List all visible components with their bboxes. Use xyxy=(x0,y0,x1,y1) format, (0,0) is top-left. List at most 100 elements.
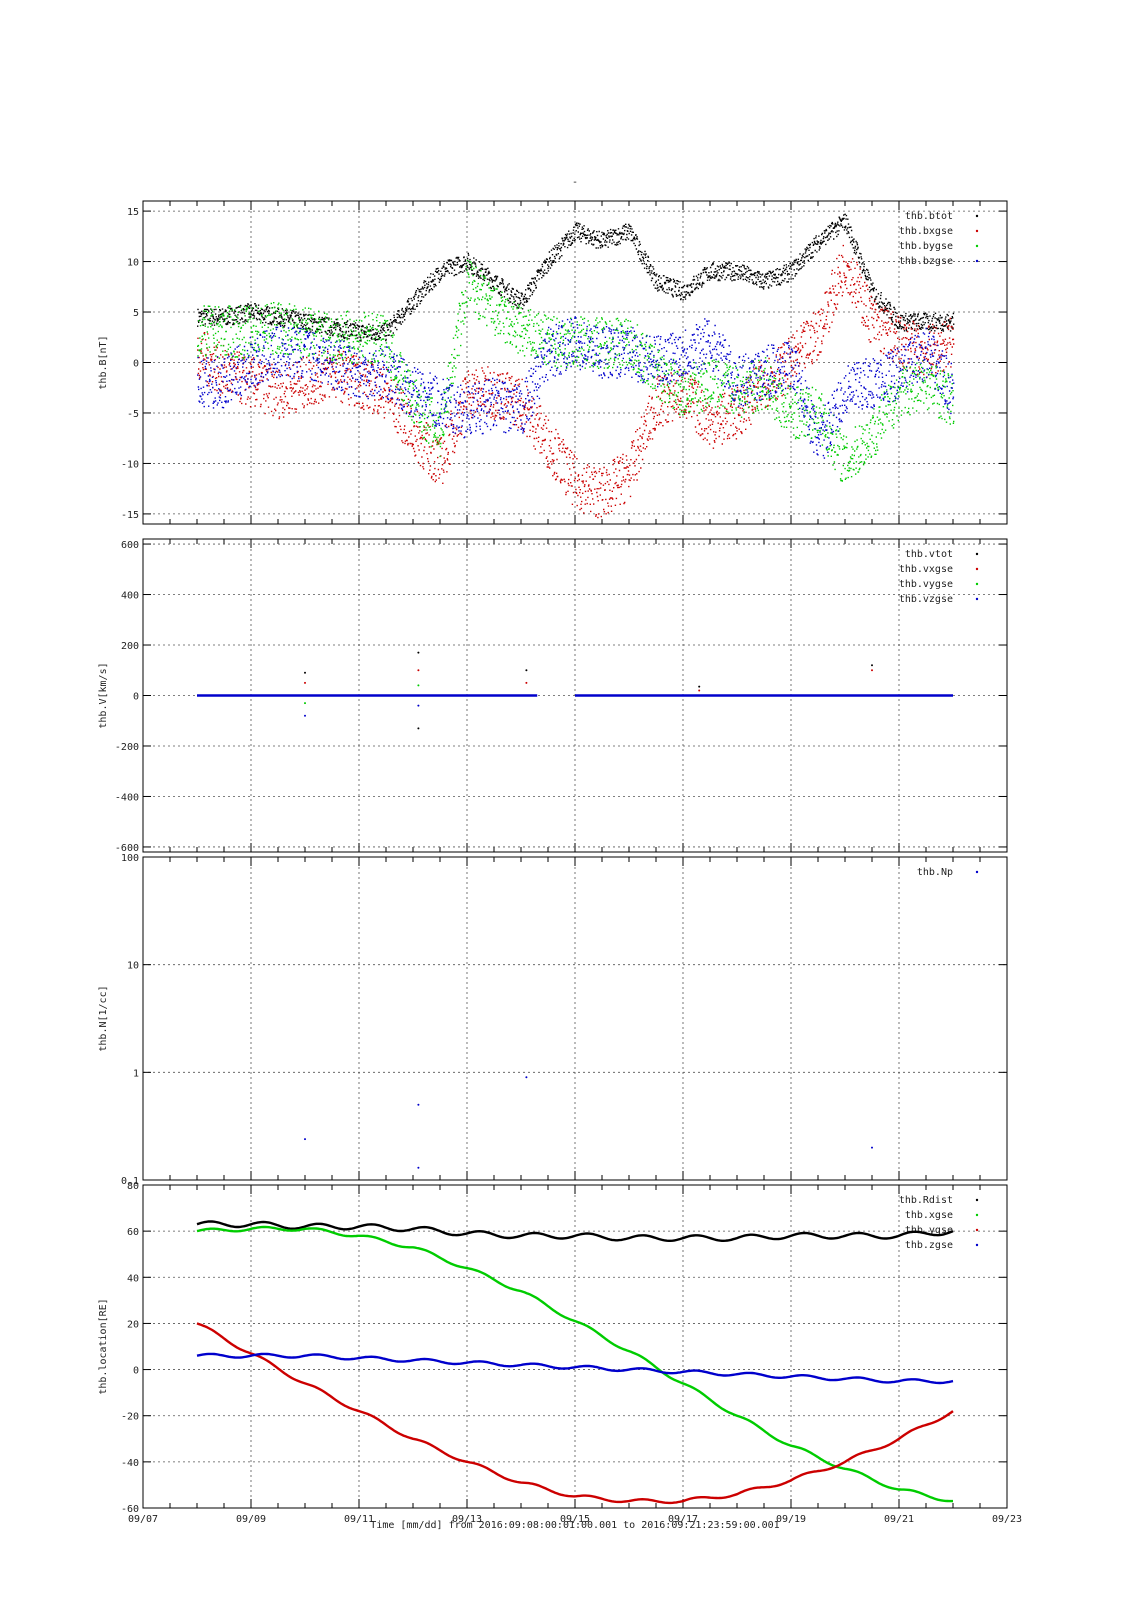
legend-label: thb.bzgse xyxy=(899,256,953,267)
plot-area xyxy=(197,213,955,519)
legend-label: thb.bxgse xyxy=(899,226,953,237)
velocity-point xyxy=(304,671,306,674)
figure-title: - xyxy=(572,177,578,188)
panel-2: -600 -400 -200 0 200 400 600 thb.V[km/s] thb.vto… xyxy=(98,538,1008,854)
x-tick-label: 09/23 xyxy=(992,1514,1022,1525)
legend-label: thb.vxgse xyxy=(899,564,953,575)
panel-3: 0.1 1 10 100 thb.N[1/cc] thb.Np xyxy=(98,853,1008,1187)
velocity-point xyxy=(417,727,420,730)
y-tick-label: -20 xyxy=(121,1412,139,1423)
legend-label: thb.Np xyxy=(917,867,953,878)
velocity-point xyxy=(417,669,420,672)
y-tick-label: 10 xyxy=(127,258,139,269)
density-point xyxy=(525,1076,528,1079)
y-tick-label: -400 xyxy=(115,792,139,803)
y-tick-label: 0 xyxy=(133,1366,139,1377)
velocity-point xyxy=(417,684,420,687)
velocity-point xyxy=(417,704,420,707)
y-tick-label: -200 xyxy=(115,742,139,753)
velocity-point xyxy=(304,714,306,717)
y-tick-label: -60 xyxy=(121,1504,139,1515)
velocity-point xyxy=(304,702,306,705)
x-tick-label: 09/09 xyxy=(236,1514,266,1525)
plot-area xyxy=(304,1076,873,1169)
series-thb.bzgse xyxy=(197,316,955,459)
velocity-point xyxy=(871,664,873,667)
y-tick-label: 10 xyxy=(127,961,139,972)
y-tick-label: -40 xyxy=(121,1458,139,1469)
y-tick-label: -5 xyxy=(127,409,139,420)
x-tick-label: 09/13 xyxy=(452,1514,482,1525)
legend-label: thb.Rdist xyxy=(899,1195,953,1206)
y-tick-label: 200 xyxy=(121,641,139,652)
y-tick-label: 600 xyxy=(121,540,139,551)
y-tick-label: 15 xyxy=(127,207,139,218)
legend-marker xyxy=(975,244,979,248)
density-point xyxy=(304,1138,306,1141)
y-axis-title: thb.location[RE] xyxy=(98,1298,109,1394)
legend-marker xyxy=(975,1213,979,1217)
x-tick-label: 09/11 xyxy=(344,1514,374,1525)
series-thb.xgse xyxy=(196,1225,953,1503)
legend-marker xyxy=(975,1243,979,1247)
x-tick-label: 09/15 xyxy=(560,1514,590,1525)
legend-marker xyxy=(975,214,979,218)
legend-marker xyxy=(975,552,979,556)
legend-marker xyxy=(975,597,979,601)
velocity-point xyxy=(698,685,701,688)
density-point xyxy=(871,1146,873,1149)
panels: -15-10-5051015thb.B[nT]thb.btotthb.bxgse… xyxy=(98,200,1022,1525)
y-tick-label: 0.1 xyxy=(121,1176,139,1187)
panel-1: -15 -10 -5 0 5 10 15 thb.B[nT] thb.btot thb.bxgse… xyxy=(98,200,1008,525)
series-thb.zgse xyxy=(196,1352,954,1385)
velocity-point xyxy=(417,651,420,654)
y-axis-title: thb.N[1/cc] xyxy=(98,985,109,1051)
y-tick-label: -15 xyxy=(121,510,139,521)
y-tick-label: 60 xyxy=(127,1227,139,1238)
y-tick-label: -600 xyxy=(115,843,139,854)
y-tick-label: 5 xyxy=(133,308,139,319)
series-thb.bxgse xyxy=(197,244,955,519)
legend-label: thb.bygse xyxy=(899,241,953,252)
x-tick-label: 09/21 xyxy=(884,1514,914,1525)
y-tick-label: 80 xyxy=(127,1181,139,1192)
x-tick-label: 09/07 xyxy=(128,1514,158,1525)
legend-label: thb.zgse xyxy=(905,1240,953,1251)
density-point xyxy=(417,1103,420,1106)
y-axis-title: thb.B[nT] xyxy=(98,335,109,389)
y-tick-label: 40 xyxy=(127,1273,139,1284)
series-thb.btot xyxy=(197,213,955,342)
legend-marker xyxy=(975,567,979,571)
x-tick-label: 09/19 xyxy=(776,1514,806,1525)
figure-caption: Time [mm/dd] from 2016:09:08:00:01:00.00… xyxy=(370,1520,779,1531)
y-tick-label: 0 xyxy=(133,359,139,370)
y-tick-label: 20 xyxy=(127,1319,139,1330)
velocity-point xyxy=(525,669,528,672)
y-tick-label: 0 xyxy=(133,692,139,703)
legend-label: thb.vzgse xyxy=(899,594,953,605)
y-tick-label: -10 xyxy=(121,459,139,470)
velocity-point xyxy=(871,669,873,672)
series-thb.ygse xyxy=(196,1322,954,1505)
legend-label: thb.btot xyxy=(905,211,953,222)
legend-label: thb.ygse xyxy=(905,1225,953,1236)
legend-marker xyxy=(975,259,979,263)
density-point xyxy=(417,1166,420,1169)
velocity-point xyxy=(698,689,701,692)
x-tick-label: 09/17 xyxy=(668,1514,698,1525)
legend-marker xyxy=(975,582,979,586)
legend-label: thb.vtot xyxy=(905,549,953,560)
legend-marker xyxy=(975,229,979,233)
y-tick-label: 100 xyxy=(121,853,139,864)
y-tick-label: 400 xyxy=(121,591,139,602)
y-axis-title: thb.V[km/s] xyxy=(98,662,109,728)
legend-label: thb.xgse xyxy=(905,1210,953,1221)
legend-marker xyxy=(975,1228,979,1232)
plot-area xyxy=(197,651,953,730)
velocity-point xyxy=(525,681,528,684)
plot-area xyxy=(196,1220,954,1505)
series-thb.Rdist xyxy=(196,1220,954,1242)
legend-marker xyxy=(975,870,979,874)
y-tick-label: 1 xyxy=(133,1068,139,1079)
